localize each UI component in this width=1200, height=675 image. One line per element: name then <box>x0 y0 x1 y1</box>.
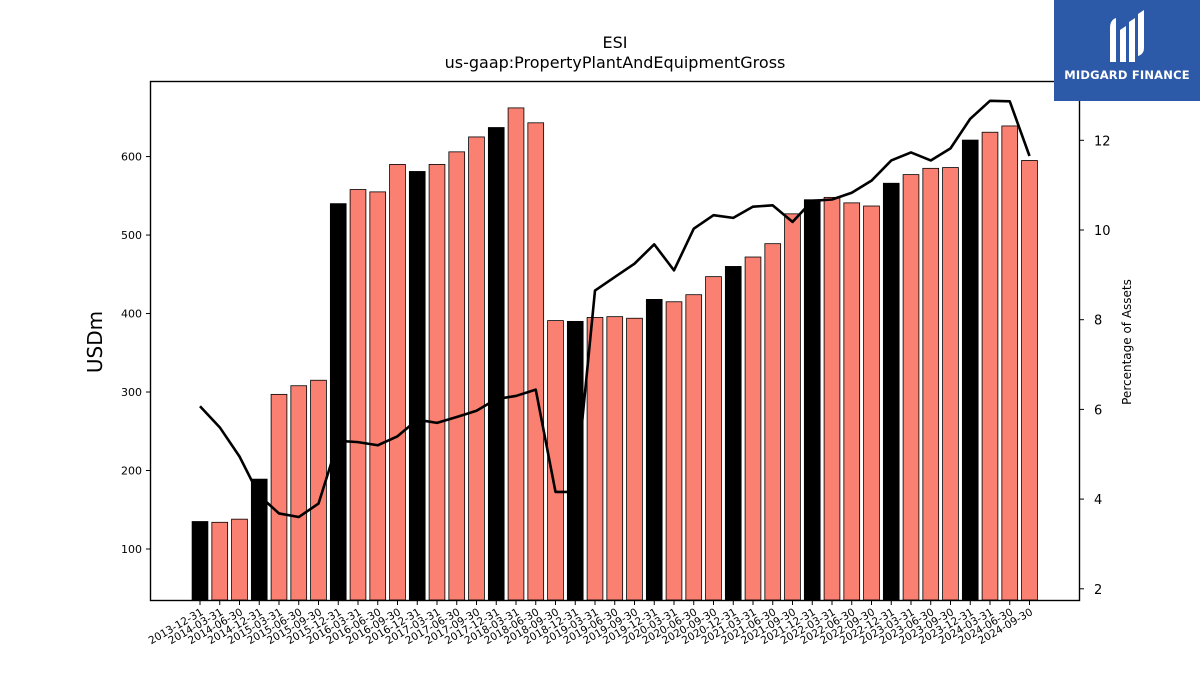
chart-subtitle: us-gaap:PropertyPlantAndEquipmentGross <box>445 53 786 72</box>
y2-axis-label: Percentage of Assets <box>1120 279 1134 405</box>
bar-2018-12-31 <box>566 320 584 601</box>
midgard-finance-logo: MIDGARD FINANCE <box>1054 0 1200 101</box>
logo-mark-icon <box>1110 10 1144 62</box>
bar-2021-03-31 <box>744 256 762 601</box>
y2-tick-label: 12 <box>1094 134 1111 149</box>
bar-2013-12-31 <box>191 521 209 601</box>
bar-2021-12-31 <box>803 199 821 601</box>
bar-2019-09-30 <box>626 317 643 601</box>
bar-2022-12-31 <box>882 182 900 601</box>
bar-2022-03-31 <box>823 196 841 601</box>
y-tick-label: 200 <box>121 465 142 478</box>
bar-2024-06-30 <box>1001 125 1019 601</box>
bar-2018-03-31 <box>507 107 525 601</box>
bar-2014-06-30 <box>231 518 248 601</box>
x-axis: 2013-12-312014-03-312014-06-302014-12-31… <box>147 600 1035 647</box>
y-tick-label: 100 <box>121 543 142 556</box>
bar-2022-09-30 <box>863 205 880 601</box>
y2-tick-label: 2 <box>1094 583 1102 598</box>
y-tick-label: 400 <box>121 308 142 321</box>
bar-2022-06-30 <box>843 202 861 601</box>
bar-2017-12-31 <box>487 127 505 601</box>
plot-frame <box>149 80 1081 602</box>
bar-2015-12-31 <box>329 203 347 601</box>
bar-2017-06-30 <box>448 151 466 601</box>
logo-text: MIDGARD FINANCE <box>1064 68 1190 82</box>
y-tick-label: 600 <box>121 151 142 164</box>
right-y-axis: 2 4 6 8 10 12 <box>1079 134 1111 598</box>
left-y-axis: 100 200 300 400 500 600 <box>121 151 151 556</box>
bar-2023-03-31 <box>902 174 920 601</box>
bar-2017-09-30 <box>468 136 485 601</box>
bar-2020-06-30 <box>685 294 703 601</box>
bar-2018-06-30 <box>527 122 545 601</box>
bar-2020-09-30 <box>705 276 722 601</box>
bar-2016-12-31 <box>408 171 426 601</box>
bar-2023-12-31 <box>961 139 979 601</box>
y2-tick-label: 4 <box>1094 493 1102 508</box>
chart-title: ESI <box>603 33 628 52</box>
bar-2015-03-31 <box>270 393 288 601</box>
bar-series <box>191 107 1038 601</box>
bar-2015-06-30 <box>290 385 308 601</box>
bar-2016-09-30 <box>389 164 406 601</box>
y2-tick-label: 6 <box>1094 403 1102 418</box>
bar-2014-03-31 <box>211 521 229 601</box>
bar-2021-09-30 <box>784 213 801 601</box>
y-tick-label: 500 <box>121 229 142 242</box>
bar-2016-06-30 <box>369 191 387 601</box>
bar-2021-06-30 <box>764 243 782 601</box>
bar-2024-03-31 <box>981 131 999 601</box>
bar-2023-06-30 <box>922 167 940 601</box>
bar-2020-12-31 <box>724 266 742 601</box>
bar-2016-03-31 <box>349 189 367 601</box>
bar-2020-03-31 <box>665 301 683 601</box>
bar-2023-09-30 <box>942 167 959 601</box>
bar-2014-12-31 <box>250 478 268 601</box>
y2-tick-label: 8 <box>1094 314 1102 329</box>
y-tick-label: 300 <box>121 386 142 399</box>
y2-tick-label: 10 <box>1094 224 1111 239</box>
bar-2024-09-30 <box>1021 160 1038 601</box>
bar-2019-06-30 <box>606 316 624 601</box>
percentage-line <box>199 99 1031 519</box>
bar-2019-12-31 <box>645 298 663 601</box>
y-axis-label: USDm <box>83 311 107 373</box>
bar-2017-03-31 <box>428 164 446 601</box>
